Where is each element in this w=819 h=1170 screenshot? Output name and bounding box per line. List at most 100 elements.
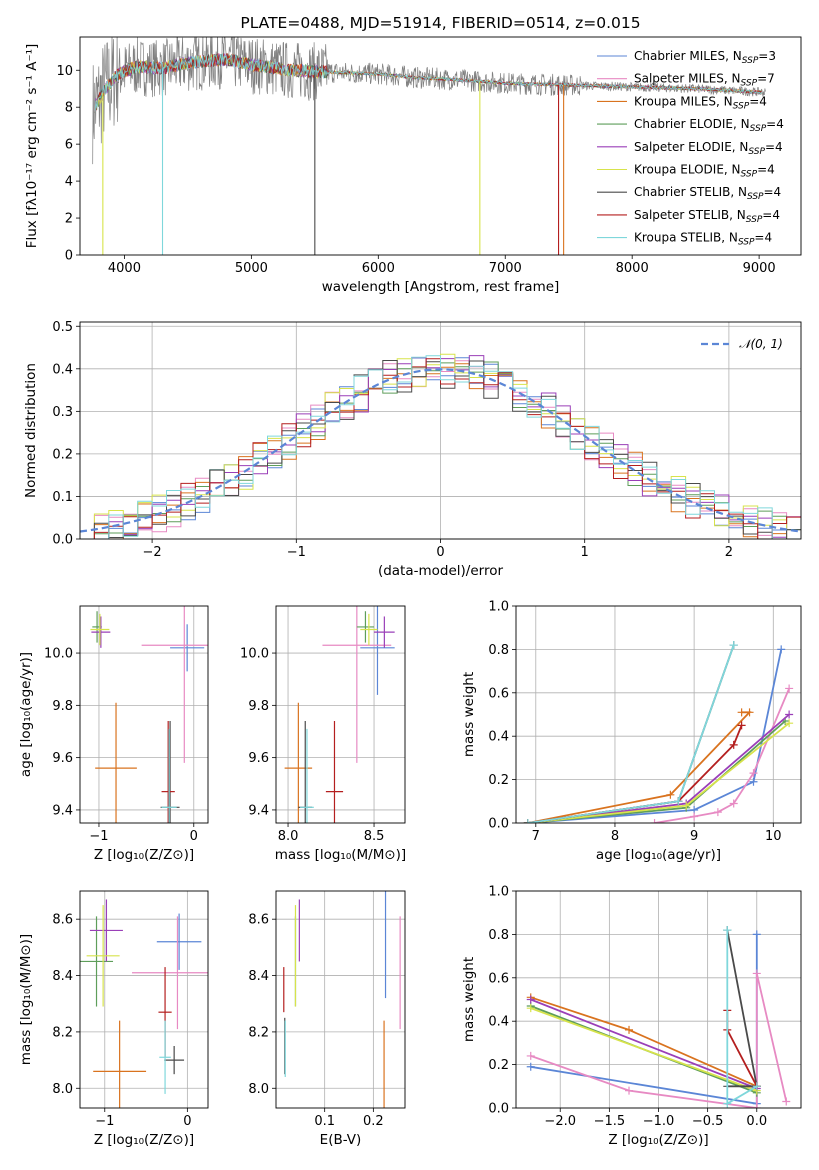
spectrum-ytick-label: 4: [65, 175, 73, 190]
weight-marker-cm: [526, 1062, 535, 1071]
weight-vs-age-ytick-label: 1.0: [488, 600, 509, 615]
legend-label-sub: SSP: [750, 124, 767, 134]
weight-marker-cm: [749, 777, 758, 786]
legend-label-tail: =4: [757, 163, 775, 177]
weight-marker-sm: [782, 1097, 791, 1106]
legend-label-cm: Chabrier MILES, NSSP=3: [634, 49, 776, 66]
residuals-frame: [79, 321, 802, 540]
spectrum-plot: [92, 37, 766, 255]
age-vs-Z-ytick-label: 9.8: [52, 699, 73, 714]
weight-vs-Z-axes: −2.0 −1.5 −1.0 −0.5 0.0 0.0 0.2 0.4 0.6 0.8 1.0 Z […: [461, 885, 802, 1148]
legend-label-main: Kroupa MILES, N: [634, 94, 733, 108]
weight-vs-Z-xtick-label: −1.5: [594, 1114, 626, 1129]
spectrum-xtick-label: 4000: [108, 261, 141, 276]
weight-marker-ks: [674, 797, 683, 806]
weight-marker-sm: [625, 1086, 634, 1095]
legend-label-sm: Salpeter MILES, NSSP=7: [634, 72, 775, 89]
weight-vs-age-frame: [515, 605, 802, 824]
point-se: [374, 616, 395, 648]
point-ss: [325, 721, 344, 823]
mass-vs-Z-xtick-label: 0: [183, 1114, 191, 1129]
weight-vs-age-xtick-label: 7: [532, 829, 540, 844]
age-vs-Z-xlabel: Z [log₁₀(Z/Z⊙)]: [94, 847, 194, 863]
legend-label-sub: SSP: [741, 79, 758, 89]
weight-vs-age-xtick-label: 9: [690, 829, 698, 844]
mass-vs-Z-ytick-label: 8.6: [52, 913, 73, 928]
weight-vs-Z-xtick-label: 0.0: [746, 1114, 767, 1129]
weight-marker-sm: [690, 812, 699, 821]
mass-vs-Z-frame: [79, 890, 209, 1109]
weight-vs-age-plot: [523, 641, 794, 823]
weight-marker-km: [745, 708, 754, 717]
residuals-ytick-label: 0.0: [52, 533, 73, 548]
spectrum-xtick-label: 5000: [235, 261, 268, 276]
weight-vs-Z-xtick-label: −2.0: [544, 1114, 576, 1129]
legend-label-sub: SSP: [746, 215, 763, 225]
weight-marker-cm: [777, 645, 786, 654]
residuals-ylabel: Normed distribution: [23, 363, 39, 498]
residuals-ytick-label: 0.2: [52, 447, 73, 462]
age-vs-mass-axes: 8.0 8.5 9.4 9.6 9.8 10.0 mass [log₁₀(M/M⊙)]: [240, 605, 406, 863]
weight-vs-age-ytick-label: 0.4: [488, 730, 509, 745]
residuals-xtick-label: 1: [581, 545, 589, 560]
weight-vs-age-ytick-label: 0.2: [488, 773, 509, 788]
mass-vs-Z-plot: [80, 899, 208, 1108]
mass-vs-ebv-frame: [275, 890, 406, 1109]
legend-label-sub: SSP: [747, 192, 764, 202]
point-km: [93, 1020, 147, 1108]
spectrum-ytick-label: 6: [65, 138, 73, 153]
weight-vs-Z-ytick-label: 0.4: [488, 1015, 509, 1030]
legend-label-tail: =4: [749, 94, 767, 108]
weight-line-cs: [726, 929, 758, 1088]
age-vs-Z-plot: [90, 606, 208, 823]
point-ce: [80, 916, 114, 1007]
weight-marker-cm: [752, 930, 761, 939]
weight-vs-Z-ytick-label: 0.6: [488, 971, 509, 986]
residuals-xlabel: (data-model)/error: [378, 563, 504, 579]
age-vs-mass-ytick-label: 10.0: [240, 647, 269, 662]
mass-vs-ebv-axes: 0.1 0.2 8.0 8.2 8.4 8.6 E(B-V): [248, 890, 406, 1148]
spectrum-ytick-label: 0: [65, 249, 73, 264]
spectrum-axes: 4000 5000 6000 7000 8000 9000 0 2 4 6 8 10 wavelengt…: [24, 36, 802, 295]
legend-label-ks: Kroupa STELIB, NSSP=4: [634, 231, 772, 248]
mass-vs-Z-xtick-label: −1: [95, 1114, 114, 1129]
weight-marker-ke: [682, 801, 691, 810]
legend-label-main: Chabrier MILES, N: [634, 49, 742, 63]
point-ke: [90, 613, 110, 646]
weight-marker-km: [666, 790, 675, 799]
age-vs-Z-ytick-label: 9.4: [52, 803, 73, 818]
point-se: [91, 616, 111, 648]
legend-label-se: Salpeter ELODIE, NSSP=4: [634, 140, 783, 157]
weight-marker-km: [625, 1025, 634, 1034]
weight-line-ks: [527, 644, 735, 823]
weight-vs-Z-xtick-label: −1.0: [643, 1114, 675, 1129]
weight-vs-Z-plot: [526, 926, 791, 1108]
weight-line-sm: [530, 973, 788, 1108]
point-ce: [356, 611, 375, 643]
weight-marker-sm: [752, 1104, 761, 1108]
legend-label-main: Kroupa STELIB, N: [634, 231, 738, 245]
legend-label-main: Chabrier STELIB, N: [634, 185, 747, 199]
weight-vs-Z-ytick-label: 0.2: [488, 1058, 509, 1073]
point-ks: [300, 728, 314, 823]
spectrum-ytick-label: 2: [65, 212, 73, 227]
legend-label-sub: SSP: [741, 170, 758, 180]
weight-vs-age-axes: 7 8 9 10 0.0 0.2 0.4 0.6 0.8 1.0 age [log₁₀(age/yr…: [461, 600, 802, 863]
mass-vs-Z-ylabel: mass [log₁₀(M/M⊙)]: [18, 934, 34, 1065]
weight-marker-ss: [737, 721, 746, 730]
legend-label-tail: =3: [758, 49, 776, 63]
spectrum-xlabel: wavelength [Angstrom, rest frame]: [322, 279, 560, 295]
spectrum-frame: [79, 36, 802, 256]
point-ks: [159, 1020, 171, 1094]
weight-line-cm: [527, 649, 783, 823]
legend-label-km: Kroupa MILES, NSSP=4: [634, 94, 767, 111]
mass-vs-ebv-xlabel: E(B-V): [320, 1132, 362, 1148]
weight-marker-ks: [729, 641, 738, 650]
legend-label-tail: =4: [766, 117, 784, 131]
age-vs-Z-frame: [79, 605, 209, 824]
spectrum-xtick-label: 9000: [743, 261, 776, 276]
legend-label-ss: Salpeter STELIB, NSSP=4: [634, 208, 780, 225]
weight-marker-km: [737, 708, 746, 717]
weight-vs-age-xtick-label: 10: [765, 829, 782, 844]
